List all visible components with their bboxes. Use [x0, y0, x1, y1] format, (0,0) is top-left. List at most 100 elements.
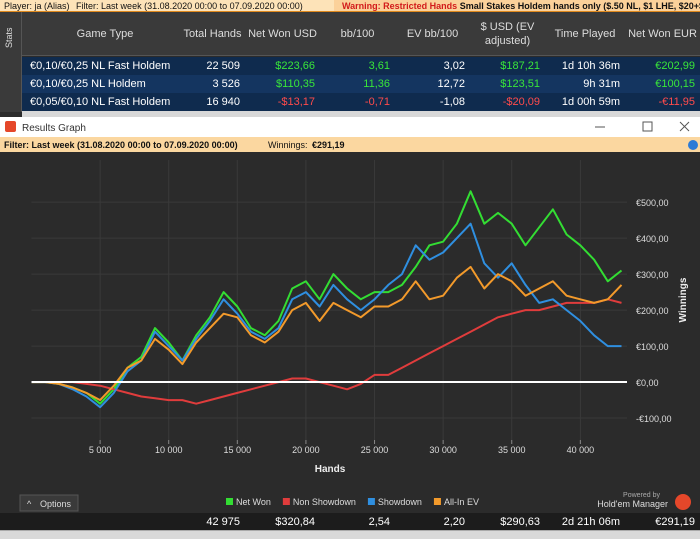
- cell: 22 509: [206, 60, 240, 72]
- top-bar: Player: ja (Alias) Filter: Last week (31…: [0, 0, 700, 12]
- series-line: [31, 222, 622, 409]
- brand: Hold'em Manager: [597, 499, 668, 509]
- filter-bar: [0, 137, 700, 152]
- cell: $187,21: [500, 60, 540, 72]
- y-tick-label: -€100,00: [636, 414, 672, 424]
- warning: Warning: Restricted Hands Small Stakes H…: [334, 0, 700, 11]
- cell: -$13,17: [277, 96, 315, 108]
- x-tick-label: 40 000: [567, 445, 595, 455]
- cell: €100,15: [655, 78, 695, 90]
- x-axis-label: Hands: [315, 464, 346, 475]
- legend-swatch: [433, 498, 441, 505]
- powered-by: Powered by: [623, 492, 660, 499]
- filter: Filter: Last week (31.08.2020 00:00 to 0…: [76, 1, 303, 11]
- cell: 9h 31m: [583, 78, 620, 90]
- legend-swatch: [367, 498, 375, 505]
- total: €291,19: [655, 515, 695, 528]
- legend-label: Non Showdown: [293, 497, 356, 507]
- cell: -0,71: [364, 96, 390, 108]
- graph-filter: Filter: Last week (31.08.2020 00:00 to 0…: [4, 140, 238, 150]
- column-header[interactable]: Net Won USD: [248, 27, 317, 40]
- column-header[interactable]: EV bb/100: [406, 27, 459, 40]
- legend-label: Net Won: [236, 497, 271, 507]
- x-tick-label: 5 000: [89, 445, 112, 455]
- cell: 3,02: [443, 60, 465, 72]
- column-header[interactable]: Total Hands: [183, 27, 242, 40]
- cell: -1,08: [439, 96, 465, 108]
- scrollbar[interactable]: [0, 530, 700, 539]
- cell: €0,10/€0,25 NL Fast Holdem: [30, 60, 171, 72]
- series-line: [31, 298, 622, 405]
- maximize[interactable]: [642, 121, 653, 132]
- series-line: [31, 265, 623, 402]
- side-tab[interactable]: Stats: [0, 12, 22, 112]
- options-label[interactable]: Options: [40, 499, 72, 509]
- warning-detail: Small Stakes Holdem hands only ($.50 NL,…: [459, 1, 700, 11]
- y-axis-label: Winnings: [678, 277, 689, 322]
- y-tick-label: €100,00: [636, 342, 669, 352]
- results-graph: Results Graph Filter: Last week (31.08.2…: [0, 117, 700, 513]
- y-tick-label: €500,00: [636, 198, 669, 208]
- app-icon: [5, 121, 16, 132]
- total: 42 975: [206, 515, 240, 528]
- cell: €202,99: [655, 60, 695, 72]
- legend-swatch: [226, 498, 233, 505]
- cell: $223,66: [275, 60, 315, 72]
- x-tick-label: 35 000: [498, 445, 526, 455]
- total: 2d 21h 06m: [561, 515, 620, 528]
- cell: $110,35: [276, 78, 315, 90]
- total: $290,63: [500, 515, 540, 528]
- x-tick-label: 25 000: [361, 445, 389, 455]
- column-header[interactable]: Game Type: [76, 27, 134, 40]
- cell: 16 940: [206, 96, 240, 108]
- table-row[interactable]: €0,10/€0,25 NL Fast Holdem 22 509 $223,6…: [22, 57, 700, 75]
- cell: -€11,95: [658, 96, 696, 108]
- cell: 3 526: [212, 78, 240, 90]
- options-caret[interactable]: ^: [27, 499, 32, 509]
- totals-row: 42 975 $320,84 2,54 2,20 $290,63 2d 21h …: [0, 513, 700, 530]
- x-tick-label: 20 000: [292, 445, 320, 455]
- column-header[interactable]: Time Played: [554, 27, 616, 40]
- cell: 1d 10h 36m: [561, 60, 620, 72]
- total: 2,54: [368, 515, 390, 528]
- total: 2,20: [443, 515, 465, 528]
- y-tick-label: €400,00: [636, 234, 669, 244]
- winnings-value: €291,19: [312, 140, 345, 150]
- legend-label: Showdown: [378, 497, 422, 507]
- cell: 11,36: [363, 78, 390, 90]
- legend-swatch: [282, 498, 290, 505]
- side-tab-label[interactable]: Stats: [4, 27, 14, 48]
- column-header[interactable]: $ USD (EV adjusted): [480, 20, 535, 47]
- close[interactable]: [679, 121, 690, 132]
- legend-label: All-In EV: [444, 497, 479, 507]
- separator: [22, 111, 700, 117]
- table-row[interactable]: €0,05/€0,10 NL Fast Holdem 16 940 -$13,1…: [22, 93, 700, 111]
- cell: -$20,09: [502, 96, 540, 108]
- cell: €0,10/€0,25 NL Holdem: [30, 78, 146, 90]
- warning-title: Warning: Restricted Hands: [342, 1, 458, 11]
- x-tick-label: 10 000: [155, 445, 183, 455]
- x-tick-label: 30 000: [429, 445, 457, 455]
- cell: $123,51: [500, 78, 540, 90]
- y-tick-label: €300,00: [636, 270, 669, 280]
- table-row[interactable]: €0,10/€0,25 NL Holdem 3 526 $110,35 11,3…: [22, 75, 700, 93]
- cell: 12,72: [437, 78, 465, 90]
- cell: 3,61: [368, 60, 390, 72]
- y-tick-label: €0,00: [636, 378, 659, 388]
- winnings-label: Winnings:: [268, 140, 308, 150]
- brand-logo: [675, 494, 691, 510]
- help[interactable]: [688, 140, 698, 150]
- table-header: Game Type Total Hands Net Won USD bb/100…: [22, 12, 700, 56]
- x-tick-label: 15 000: [224, 445, 252, 455]
- graph-area: [0, 152, 700, 513]
- cell: 1d 00h 59m: [561, 96, 620, 108]
- title-bar: [0, 117, 700, 137]
- column-header[interactable]: bb/100: [340, 27, 375, 40]
- player: Player: ja (Alias): [4, 1, 70, 11]
- y-tick-label: €200,00: [636, 306, 669, 316]
- options-button[interactable]: [19, 494, 79, 512]
- window-title: Results Graph: [22, 123, 86, 134]
- column-header[interactable]: Net Won EUR: [628, 27, 697, 40]
- cell: €0,05/€0,10 NL Fast Holdem: [30, 96, 171, 108]
